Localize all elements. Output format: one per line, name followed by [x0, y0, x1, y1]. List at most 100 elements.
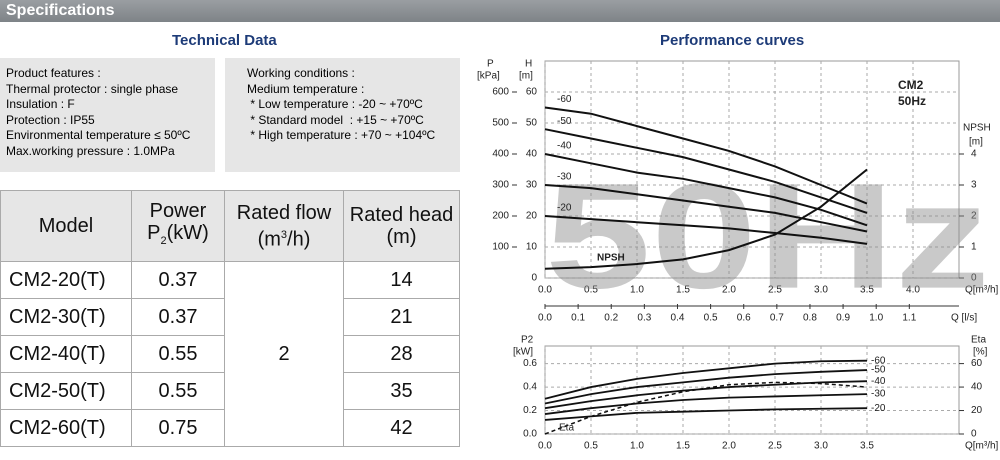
x-tick-label: 2.0 [722, 441, 736, 452]
x-tick-label: 0.5 [584, 441, 598, 452]
curve [544, 153, 868, 227]
curve [544, 128, 868, 214]
curve-label: -20 [871, 403, 886, 414]
x2-tick-label: 0.1 [571, 313, 585, 324]
section-title: Technical Data [172, 32, 277, 49]
x-tick-label: 3.0 [814, 285, 828, 296]
curve-label: -50 [557, 116, 572, 127]
feature-line: Product features : [6, 66, 101, 80]
model-cell: CM2-40(T) [0, 335, 132, 373]
table-row: CM2-20(T) 0.37 2 14 [0, 261, 460, 447]
spec-table: Model Power P2(kW) Rated flow (m3/h) Rated… [0, 190, 460, 447]
feature-line: Thermal protector : single phase [6, 81, 179, 96]
curve [544, 106, 868, 205]
power-cell: 0.37 [131, 261, 225, 299]
x2-tick-label: 0.4 [671, 313, 685, 324]
x-tick-label: 3.5 [860, 285, 874, 296]
features-box: Product features : Thermal protector : si… [0, 58, 215, 172]
header-text: P [147, 222, 161, 244]
curve-label: -40 [557, 141, 572, 152]
npsh-axis-unit: [m] [969, 137, 983, 148]
curve-label: -20 [557, 203, 572, 214]
x-tick-label: 4.0 [906, 285, 920, 296]
x2-axis-label: Q [l/s] [951, 313, 977, 324]
x-axis-label: Q[m³/h] [965, 285, 999, 296]
x-tick-label: 3.5 [860, 441, 874, 452]
y-axis-label: P2 [521, 335, 534, 346]
condition-line: * Low temperature : -20 ~ +70ºC [247, 97, 423, 111]
power-cell: 0.55 [131, 335, 225, 373]
y-tick-label: 0 [531, 273, 537, 284]
header-text: (m [257, 228, 281, 251]
header-cell: Rated flow (m3/h) [224, 190, 344, 262]
curve [544, 168, 868, 270]
header-text: Power [149, 200, 207, 222]
x-tick-label: 1.5 [676, 285, 690, 296]
head-cell: 35 [343, 372, 460, 410]
header-text: (kW) [166, 222, 209, 244]
p-tick-label: 100 [492, 242, 509, 253]
model-label: CM2 [898, 78, 924, 92]
curve [544, 215, 868, 245]
table-row: CM2-60(T) 0.75 42 [0, 409, 460, 447]
curve-label: -30 [557, 172, 572, 183]
x2-tick-label: 0.9 [836, 313, 850, 324]
x2-tick-label: 0.0 [538, 313, 552, 324]
header-text: (m) [386, 226, 417, 248]
p-tick-label: 300 [492, 180, 509, 191]
x2-tick-label: 0.6 [737, 313, 751, 324]
head-cell: 21 [343, 298, 460, 336]
y-tick-label: 0.4 [523, 382, 537, 393]
y-tick-label: 0.2 [523, 405, 537, 416]
plot-frame [544, 345, 960, 435]
power-cell: 0.75 [131, 409, 225, 447]
feature-line: Environmental temperature ≤ 50ºC [6, 128, 191, 142]
npsh-tick-label: 3 [971, 180, 977, 191]
header-text: Model [38, 215, 94, 237]
head-cell: 42 [343, 409, 460, 447]
curve [544, 407, 868, 421]
x2-tick-label: 1.0 [869, 313, 883, 324]
section-title: Performance curves [660, 32, 805, 49]
npsh-tick-label: 0 [971, 273, 977, 284]
x-tick-label: 1.0 [630, 285, 644, 296]
p-tick-label: 200 [492, 211, 509, 222]
y-tick-label: 0.0 [523, 429, 537, 440]
curve-label: -50 [871, 365, 886, 376]
x-tick-label: 2.5 [768, 441, 782, 452]
npsh-curve-label: NPSH [597, 253, 625, 264]
header-text: 3 [280, 228, 288, 241]
curve [544, 359, 868, 400]
model-cell: CM2-50(T) [0, 372, 132, 410]
watermark: 50Hz [545, 152, 990, 320]
x2-tick-label: 1.1 [902, 313, 916, 324]
eta-curve-label: Eta [559, 423, 574, 434]
header-text: Rated flow [236, 201, 332, 224]
y-tick-label: 10 [526, 242, 538, 253]
eta-tick-label: 60 [971, 358, 983, 369]
x-tick-label: 3.0 [814, 441, 828, 452]
y-tick-label: 40 [526, 149, 538, 160]
model-cell: CM2-30(T) [0, 298, 132, 336]
condition-line: Medium temperature : [247, 81, 365, 96]
head-cell: 28 [343, 335, 460, 373]
y-tick-label: 30 [526, 180, 538, 191]
curve [544, 369, 868, 405]
model-cell: CM2-20(T) [0, 261, 132, 299]
head-cell: 14 [343, 261, 460, 299]
feature-line: Max.working pressure : 1.0MPa [6, 143, 175, 158]
eta-axis-unit: [%] [973, 347, 988, 358]
header-text: Rated head [349, 204, 454, 226]
frequency-label: 50Hz [898, 94, 926, 108]
x2-tick-label: 0.2 [604, 313, 618, 324]
header-cell: Model [0, 190, 132, 262]
x2-tick-label: 0.3 [637, 313, 651, 324]
eta-axis-label: Eta [971, 335, 986, 346]
header-text: 2 [160, 235, 167, 247]
npsh-axis-label: NPSH [963, 123, 991, 134]
npsh-tick-label: 1 [971, 242, 977, 253]
x-tick-label: 0.5 [584, 285, 598, 296]
p-tick-label: 500 [492, 118, 509, 129]
